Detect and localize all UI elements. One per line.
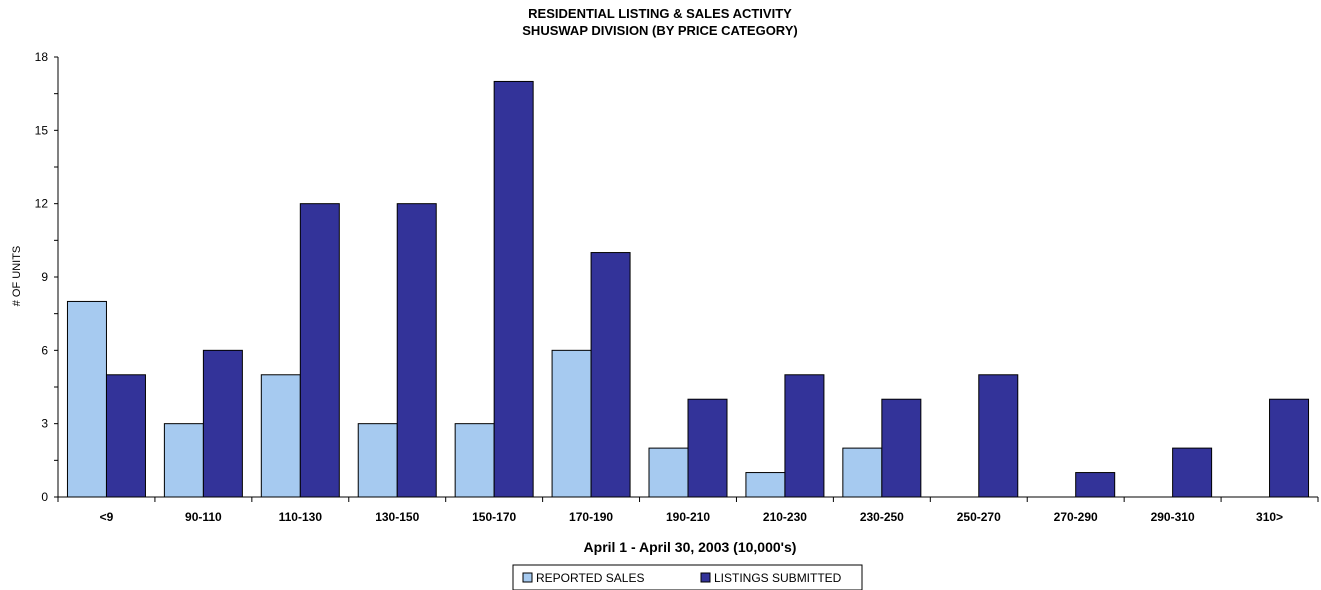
bar-listings-submitted <box>1075 472 1116 498</box>
legend-label: LISTINGS SUBMITTED <box>714 571 842 585</box>
y-tick-label: 18 <box>35 50 49 64</box>
x-tick-label: 130-150 <box>375 510 419 524</box>
x-tick-label: <9 <box>100 510 114 524</box>
bar-listings-submitted <box>687 398 728 498</box>
bar-reported-sales <box>842 447 883 498</box>
bar-listings-submitted <box>881 398 922 498</box>
x-tick-label: 210-230 <box>763 510 807 524</box>
y-tick-label: 15 <box>35 123 49 137</box>
y-tick-label: 12 <box>35 197 49 211</box>
x-tick-label: 190-210 <box>666 510 710 524</box>
y-tick-label: 0 <box>41 490 48 504</box>
x-axis-label: April 1 - April 30, 2003 (10,000's) <box>584 539 797 555</box>
bar-listings-submitted <box>1269 398 1310 498</box>
bar-listings-submitted <box>202 349 243 498</box>
x-tick-label: 230-250 <box>860 510 904 524</box>
bar-listings-submitted <box>784 374 825 498</box>
x-tick-label: 90-110 <box>185 510 222 524</box>
y-tick-label: 3 <box>41 417 48 431</box>
y-tick-label: 6 <box>41 343 48 357</box>
legend-label: REPORTED SALES <box>536 571 644 585</box>
x-tick-label: 170-190 <box>569 510 613 524</box>
x-tick-label: 150-170 <box>472 510 516 524</box>
bar-listings-submitted <box>105 374 146 498</box>
y-axis-label: # OF UNITS <box>11 246 23 307</box>
bar-reported-sales <box>357 423 398 498</box>
legend-swatch <box>522 572 533 583</box>
bar-reported-sales <box>745 472 786 498</box>
bar-reported-sales <box>454 423 495 498</box>
x-tick-label: 270-290 <box>1054 510 1098 524</box>
legend: REPORTED SALES LISTINGS SUBMITTED <box>512 564 863 590</box>
bar-reported-sales <box>551 349 592 498</box>
bar-listings-submitted <box>590 252 631 498</box>
legend-box <box>512 564 863 590</box>
x-tick-label: 250-270 <box>957 510 1001 524</box>
bar-reported-sales <box>163 423 204 498</box>
bar-reported-sales <box>66 300 107 498</box>
x-tick-label: 310> <box>1256 510 1283 524</box>
bar-listings-submitted <box>978 374 1019 498</box>
plot-area: 0 3 6 9 12 15 18 <9 90-110 110-130 130-150 150-170 1… <box>35 50 1319 524</box>
bar-listings-submitted <box>299 203 340 498</box>
x-tick-label: 290-310 <box>1151 510 1195 524</box>
bar-listings-submitted <box>1172 447 1213 498</box>
chart-subtitle: SHUSWAP DIVISION (BY PRICE CATEGORY) <box>522 23 797 38</box>
bar-reported-sales <box>260 374 301 498</box>
chart-title: RESIDENTIAL LISTING & SALES ACTIVITY <box>528 6 792 21</box>
x-tick-label: 110-130 <box>279 510 323 524</box>
legend-swatch <box>700 572 711 583</box>
bar-reported-sales <box>648 447 689 498</box>
bar-listings-submitted <box>493 80 534 498</box>
y-tick-label: 9 <box>41 270 48 284</box>
bar-listings-submitted <box>396 203 437 498</box>
